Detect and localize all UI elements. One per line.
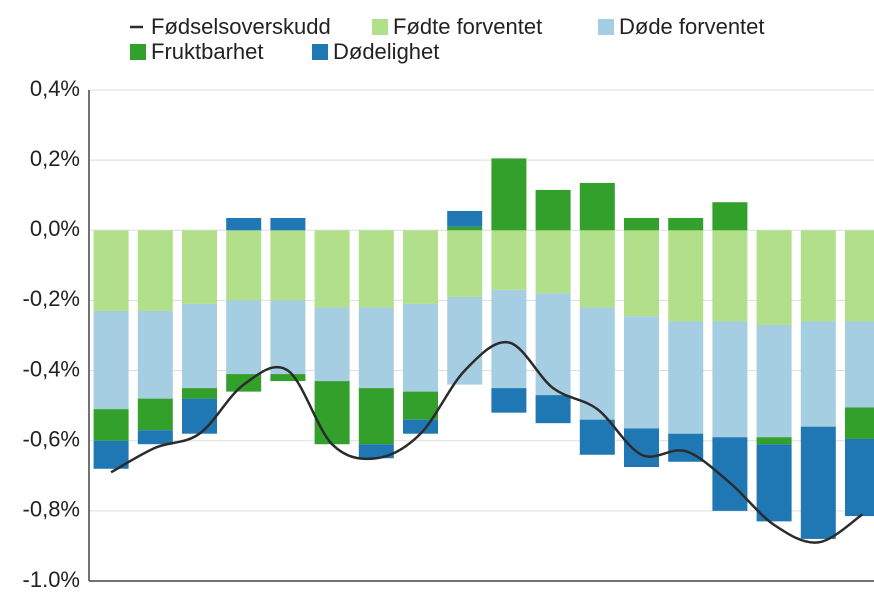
- bar-segment: [491, 388, 527, 413]
- line: [110, 341, 864, 544]
- bar-segment: [403, 419, 438, 434]
- y-tick-label: -0,4%: [23, 356, 80, 381]
- legend-swatch: [598, 19, 614, 35]
- bar-segment: [270, 300, 306, 375]
- y-tick-label: 0,2%: [30, 146, 80, 171]
- y-tick-label: 0,0%: [30, 216, 80, 241]
- bar-segment: [447, 210, 483, 227]
- bar-segment: [314, 307, 350, 382]
- bar-segment: [712, 202, 748, 231]
- bar-segment: [226, 300, 262, 375]
- bar-segment: [491, 289, 527, 389]
- bar-segment: [535, 230, 571, 294]
- bar-segment: [137, 398, 173, 431]
- bar-segment: [756, 437, 792, 445]
- legend-label: Fødselsoverskudd: [151, 14, 331, 39]
- y-tick-label: -0,8%: [23, 497, 80, 522]
- y-tick-label: -0,6%: [23, 427, 80, 452]
- bar-segment: [535, 293, 571, 396]
- bar-segment: [579, 307, 615, 420]
- bar-segment: [845, 321, 874, 408]
- bar-segment: [624, 428, 659, 468]
- bar-segment: [182, 388, 217, 399]
- bar-segment: [314, 230, 350, 308]
- bar-segment: [358, 230, 394, 308]
- bar-segment: [403, 303, 438, 392]
- bar-segment: [535, 189, 571, 231]
- legend-label: Døde forventet: [619, 14, 765, 39]
- bar-segment: [756, 230, 792, 325]
- bar-segment: [182, 398, 217, 434]
- bar-segment: [756, 444, 792, 522]
- legend-swatch: [312, 44, 328, 60]
- bar-segment: [270, 374, 306, 382]
- y-tick-label: -1.0%: [23, 567, 80, 590]
- bar-segment: [624, 316, 659, 429]
- bar-segment: [800, 321, 836, 427]
- bar-segment: [403, 230, 438, 304]
- bar-segment: [182, 230, 217, 304]
- legend-swatch: [372, 19, 388, 35]
- bar-segment: [535, 395, 571, 424]
- bar-segment: [447, 230, 483, 297]
- bar-segment: [403, 391, 438, 420]
- bar-segment: [137, 230, 173, 311]
- bar-segment: [579, 230, 615, 308]
- y-tick-label: -0,2%: [23, 286, 80, 311]
- bar-segment: [712, 230, 748, 322]
- bar-segment: [182, 303, 217, 389]
- bar-segment: [270, 230, 306, 301]
- bar-segment: [668, 230, 704, 322]
- bar-segment: [845, 230, 874, 322]
- bar-segment: [93, 230, 129, 311]
- bar-segment: [624, 230, 659, 317]
- bar-segment: [756, 324, 792, 438]
- bar-segment: [800, 426, 836, 539]
- bar-segment: [314, 381, 350, 445]
- bar-segment: [668, 321, 704, 434]
- bar-segment: [491, 230, 527, 290]
- bar-segment: [845, 407, 874, 439]
- bar-segment: [624, 218, 659, 231]
- bar-segment: [93, 409, 129, 441]
- legend-label: Fruktbarhet: [151, 39, 264, 64]
- bar-segment: [358, 444, 394, 459]
- bar-segment: [845, 438, 874, 517]
- bar-segment: [358, 307, 394, 389]
- bar-segment: [579, 182, 615, 231]
- bar-segment: [579, 419, 615, 455]
- bar-segment: [712, 321, 748, 438]
- bar-segment: [93, 310, 129, 410]
- legend-label: Fødte forventet: [393, 14, 542, 39]
- bar-segment: [712, 437, 748, 511]
- bar-segment: [668, 218, 704, 231]
- bar-segment: [800, 230, 836, 322]
- bar-segment: [447, 226, 483, 231]
- bar-segment: [270, 218, 306, 231]
- bar-segment: [491, 158, 527, 231]
- bar-segment: [358, 388, 394, 445]
- bar-segment: [137, 310, 173, 399]
- bar-segment: [226, 230, 262, 301]
- legend-swatch: [130, 44, 146, 60]
- bar-segment: [137, 430, 173, 445]
- bar-segment: [226, 218, 262, 231]
- y-tick-label: 0,4%: [30, 76, 80, 101]
- legend-label: Dødelighet: [333, 39, 439, 64]
